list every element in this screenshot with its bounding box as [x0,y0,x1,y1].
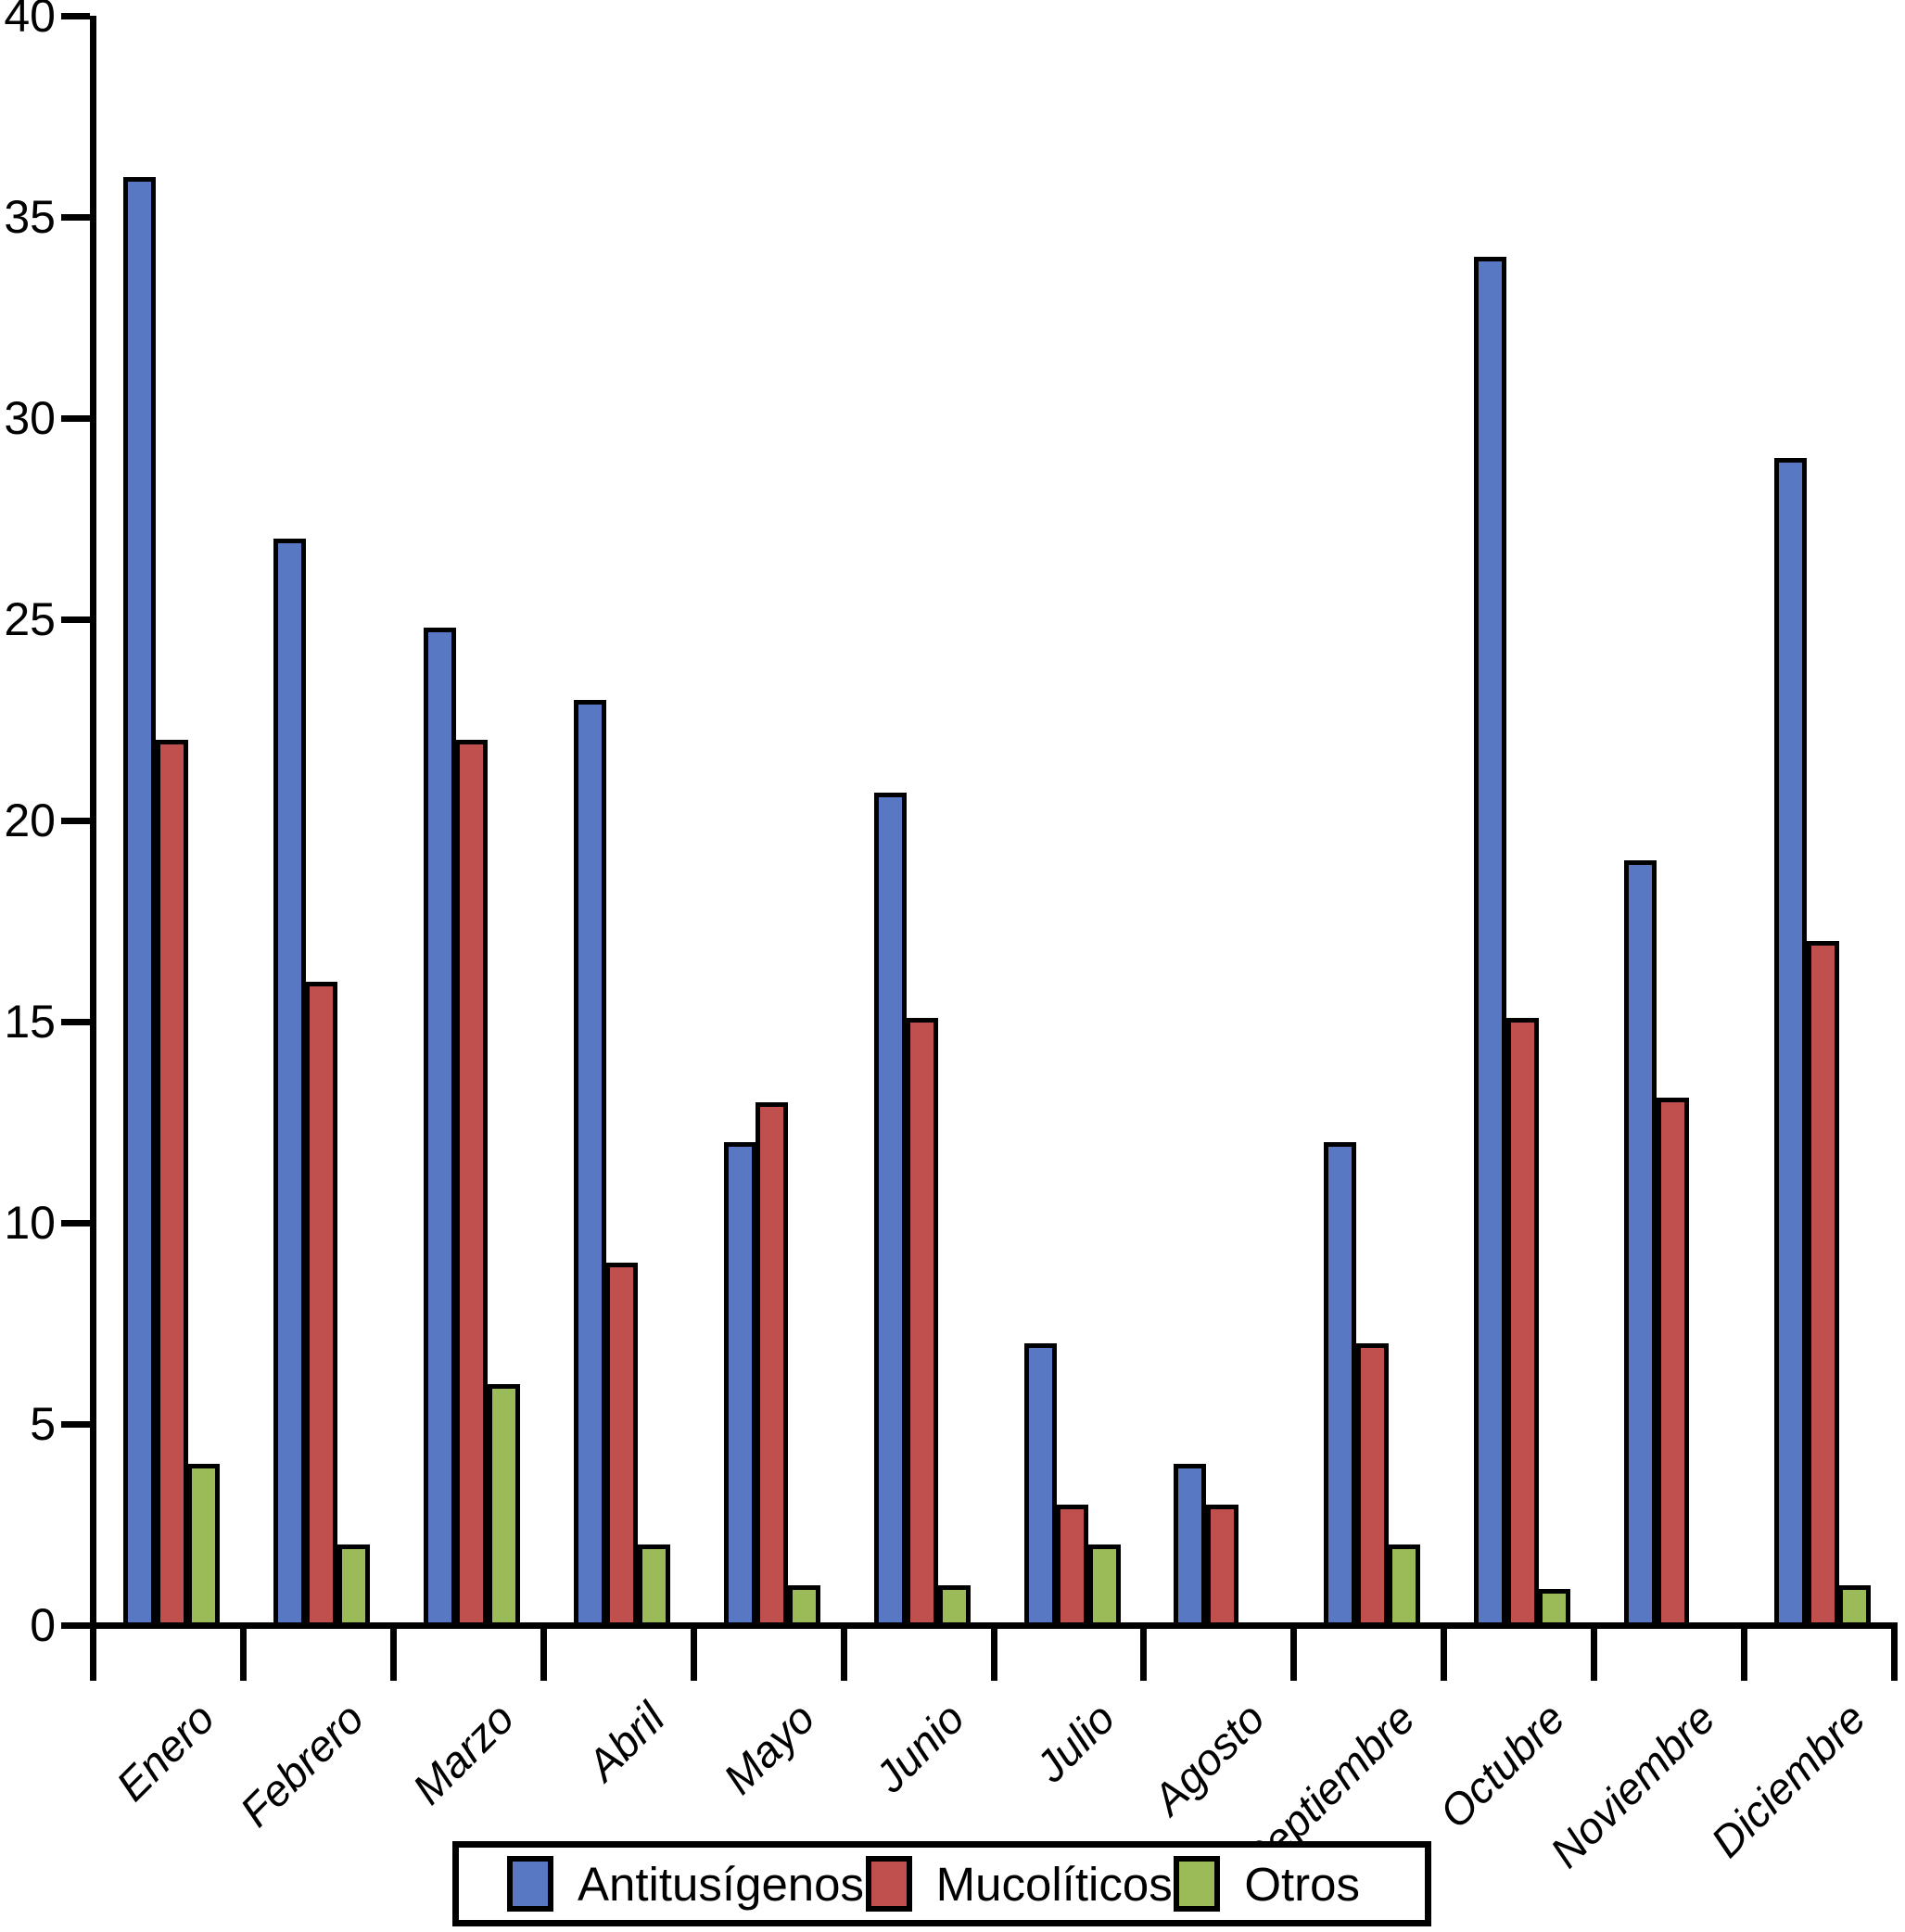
bar-mayo-antitusigenos [723,1142,756,1628]
bar-octubre-antitusigenos [1474,257,1507,1628]
month-label-diciembre: Diciembre [1700,1693,1874,1867]
month-label-julio: Julio [1025,1693,1124,1792]
x-tick [1441,1629,1448,1681]
x-tick [690,1629,697,1681]
y-tick-label: 30 [4,392,56,444]
bar-noviembre-antitusigenos [1624,860,1657,1628]
bar-abril-antitusigenos [573,699,606,1628]
bar-julio-antitusigenos [1023,1343,1057,1628]
x-tick [1591,1629,1598,1681]
bar-enero-otros [187,1464,220,1628]
x-tick [239,1629,247,1681]
month-label-marzo: Marzo [402,1693,524,1814]
x-tick [540,1629,547,1681]
y-tick-label: 35 [4,191,56,243]
x-tick [90,1629,96,1681]
bar-septiembre-otros [1388,1544,1421,1628]
y-axis-line [90,16,96,1629]
y-tick-label: 25 [4,593,56,645]
y-tick [61,12,90,19]
bar-febrero-antitusigenos [273,539,306,1628]
bar-marzo-antitusigenos [423,627,456,1628]
bar-julio-otros [1087,1544,1121,1628]
x-tick [1140,1629,1148,1681]
legend: Antitusígenos Mucolíticos Otros [452,1841,1431,1926]
legend-item-mucoliticos: Mucolíticos [865,1856,1173,1912]
legend-item-otros: Otros [1174,1856,1360,1912]
y-tick-label: 40 [4,0,56,42]
bar-octubre-otros [1538,1588,1571,1628]
bar-enero-mucoliticos [155,740,188,1628]
bar-agosto-mucoliticos [1205,1504,1238,1628]
bar-noviembre-mucoliticos [1656,1098,1689,1628]
bar-marzo-mucoliticos [455,740,489,1628]
bar-diciembre-antitusigenos [1774,458,1808,1628]
bar-junio-antitusigenos [873,792,907,1628]
bar-enero-antitusigenos [123,176,156,1628]
bar-diciembre-mucoliticos [1806,941,1839,1628]
y-tick [61,817,90,824]
y-tick [61,414,90,422]
y-tick [61,616,90,623]
y-tick [61,1621,90,1629]
x-axis-line [90,1622,1898,1629]
x-tick [1741,1629,1748,1681]
legend-swatch-mucoliticos [865,1856,912,1912]
bar-abril-otros [637,1544,670,1628]
y-tick [61,1018,90,1025]
bar-febrero-otros [337,1544,370,1628]
y-tick [61,1420,90,1428]
legend-swatch-antitusigenos [507,1856,553,1912]
bar-octubre-mucoliticos [1505,1017,1539,1628]
month-label-junio: Junio [865,1693,974,1802]
month-label-enero: Enero [106,1693,223,1811]
legend-label-antitusigenos: Antitusígenos [578,1857,865,1911]
y-tick [61,1219,90,1227]
bar-septiembre-antitusigenos [1324,1142,1357,1628]
legend-label-otros: Otros [1244,1857,1360,1911]
bar-junio-otros [937,1584,971,1628]
x-tick [840,1629,847,1681]
legend-item-antitusigenos: Antitusígenos [507,1856,864,1912]
bar-agosto-antitusigenos [1174,1464,1207,1628]
legend-swatch-otros [1174,1856,1221,1912]
month-label-mayo: Mayo [713,1693,824,1804]
y-tick-label: 10 [4,1197,56,1249]
bar-julio-mucoliticos [1056,1504,1089,1628]
y-tick-label: 0 [30,1599,56,1651]
month-label-febrero: Febrero [230,1693,374,1837]
x-tick [389,1629,397,1681]
bar-marzo-otros [487,1383,520,1628]
x-tick [990,1629,997,1681]
legend-label-mucoliticos: Mucolíticos [935,1857,1173,1911]
bar-septiembre-mucoliticos [1355,1343,1389,1628]
y-tick-label: 20 [4,794,56,846]
y-tick [61,213,90,221]
month-label-octubre: Octubre [1429,1693,1575,1837]
bar-abril-mucoliticos [605,1263,639,1628]
bar-febrero-mucoliticos [305,981,338,1628]
bar-junio-mucoliticos [906,1017,939,1628]
bar-mayo-mucoliticos [756,1101,789,1628]
month-label-abril: Abril [577,1693,674,1790]
x-tick [1891,1629,1899,1681]
month-label-noviembre: Noviembre [1540,1693,1724,1877]
y-tick-label: 5 [30,1398,56,1450]
x-tick [1290,1629,1298,1681]
y-tick-label: 15 [4,996,56,1048]
month-label-agosto: Agosto [1143,1693,1275,1824]
